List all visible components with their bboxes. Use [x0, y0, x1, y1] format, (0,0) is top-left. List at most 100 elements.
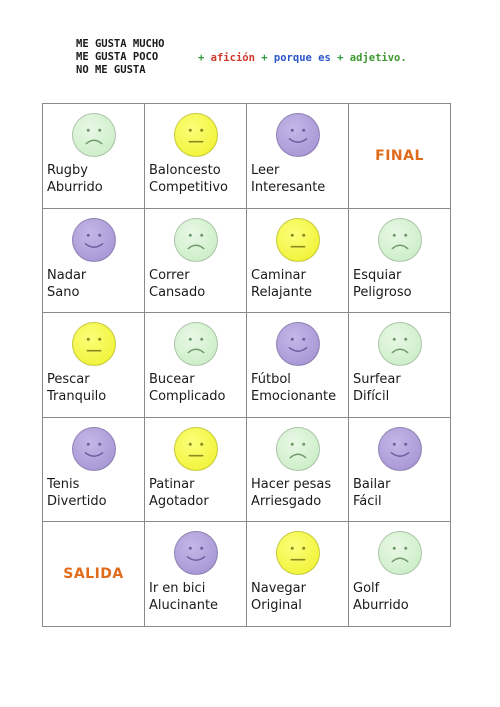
sad-face-icon	[71, 113, 116, 157]
cell-label: Hacer pesas Arriesgado	[251, 476, 331, 510]
adjective-text: Interesante	[251, 180, 326, 195]
cell-label: Patinar Agotador	[149, 476, 209, 510]
adjective-text: Complicado	[149, 389, 226, 405]
sad-face-icon	[173, 322, 218, 367]
cell-label: Nadar Sano	[47, 267, 86, 301]
board-cell: Fútbol Emocionante	[247, 313, 349, 418]
adjective-text: Emocionante	[251, 389, 337, 405]
happy-face-icon	[275, 113, 320, 157]
sentence-formula: + afición + porque es + adjetivo.	[198, 52, 407, 64]
board-cell: Nadar Sano	[43, 208, 145, 314]
activity-text: Nadar	[47, 267, 87, 283]
activity-text: Golf	[353, 581, 380, 597]
cell-label: Pescar Tranquilo	[47, 371, 106, 405]
plus-sign: +	[261, 52, 268, 64]
adjective-text: Arriesgado	[251, 493, 322, 509]
activity-text: Bailar	[353, 476, 391, 492]
activity-text: Rugby	[47, 163, 88, 178]
adjective-text: Fácil	[353, 493, 382, 509]
happy-face-icon	[71, 426, 116, 471]
happy-face-icon	[377, 426, 422, 471]
cell-label: Tenis Divertido	[47, 476, 107, 510]
legend-line-like-a-little: ME GUSTA POCO	[76, 51, 159, 63]
cell-label: Esquiar Peligroso	[353, 267, 412, 301]
cell-label: Baloncesto Competitivo	[149, 162, 228, 196]
game-board: Rugby Aburrido Baloncesto Competitivo Leer In…	[42, 103, 451, 627]
adjective-text: Divertido	[47, 493, 107, 509]
board-cell: Surfear Difícil	[349, 313, 451, 418]
cell-label: Golf Aburrido	[353, 580, 409, 614]
cell-label: Fútbol Emocionante	[251, 371, 336, 405]
cell-label: Leer Interesante	[251, 162, 325, 196]
cell-label: Correr Cansado	[149, 267, 205, 301]
adjective-text: Peligroso	[353, 284, 412, 300]
cell-label: Bucear Complicado	[149, 371, 226, 405]
activity-text: Leer	[251, 163, 280, 178]
cell-label: Surfear Difícil	[353, 371, 401, 405]
board-cell: Leer Interesante	[247, 104, 349, 209]
sad-face-icon	[173, 217, 218, 262]
plus-sign: +	[337, 52, 344, 64]
board-cell: Caminar Relajante	[247, 208, 349, 314]
activity-text: Surfear	[353, 372, 401, 388]
cell-label: Rugby Aburrido	[47, 162, 103, 196]
adjective-text: Difícil	[353, 389, 390, 405]
board-cell: Navegar Original	[247, 522, 349, 627]
legend-line-like-a-lot: ME GUSTA MUCHO	[76, 38, 165, 50]
activity-text: Caminar	[251, 267, 306, 283]
activity-text: Bucear	[149, 372, 195, 388]
sad-face-icon	[377, 322, 422, 367]
activity-text: Ir en bici	[149, 581, 206, 597]
neutral-face-icon	[71, 322, 116, 367]
board-cell: Bucear Complicado	[145, 313, 247, 418]
formula-because: porque es	[273, 52, 331, 64]
adjective-text: Competitivo	[149, 180, 229, 195]
cell-label: Navegar Original	[251, 580, 306, 614]
board-cell: Patinar Agotador	[145, 417, 247, 523]
board-cell: Bailar Fácil	[349, 417, 451, 523]
neutral-face-icon	[173, 113, 218, 157]
cell-label: Ir en bici Alucinante	[149, 580, 218, 614]
sad-face-icon	[377, 217, 422, 262]
adjective-text: Tranquilo	[47, 389, 107, 405]
plus-sign: +	[198, 52, 205, 64]
activity-text: Patinar	[149, 476, 195, 492]
adjective-text: Relajante	[251, 284, 312, 300]
sad-face-icon	[275, 426, 320, 471]
cell-label: Caminar Relajante	[251, 267, 312, 301]
adjective-text: Sano	[47, 284, 80, 300]
formula-adjective: adjetivo.	[349, 52, 407, 64]
cell-label: Bailar Fácil	[353, 476, 390, 510]
board-cell: Correr Cansado	[145, 208, 247, 314]
neutral-face-icon	[173, 426, 218, 471]
board-cell: Esquiar Peligroso	[349, 208, 451, 314]
adjective-text: Cansado	[149, 284, 206, 300]
activity-text: Baloncesto	[149, 163, 221, 178]
happy-face-icon	[275, 322, 320, 367]
neutral-face-icon	[275, 531, 320, 576]
adjective-text: Agotador	[149, 493, 209, 509]
board-cell: Baloncesto Competitivo	[145, 104, 247, 209]
activity-text: Tenis	[47, 476, 80, 492]
activity-text: Navegar	[251, 581, 306, 597]
adjective-text: Aburrido	[353, 598, 409, 614]
start-label: SALIDA	[63, 566, 124, 583]
formula-hobby: afición	[210, 52, 255, 64]
legend-line-dont-like: NO ME GUSTA	[76, 64, 146, 76]
activity-text: Fútbol	[251, 372, 291, 388]
board-cell: Tenis Divertido	[43, 417, 145, 523]
finish-label: FINAL	[375, 148, 424, 164]
activity-text: Hacer pesas	[251, 476, 332, 492]
adjective-text: Aburrido	[47, 180, 103, 195]
board-cell: Golf Aburrido	[349, 522, 451, 627]
activity-text: Correr	[149, 267, 190, 283]
happy-face-icon	[173, 531, 218, 576]
board-cell-salida: SALIDA	[43, 522, 145, 627]
board-cell: Rugby Aburrido	[43, 104, 145, 209]
adjective-text: Alucinante	[149, 598, 219, 614]
board-cell-final: FINAL	[349, 104, 451, 209]
sad-face-icon	[377, 531, 422, 576]
legend: ME GUSTA MUCHO ME GUSTA POCO NO ME GUSTA	[76, 38, 165, 77]
happy-face-icon	[71, 217, 116, 262]
neutral-face-icon	[275, 217, 320, 262]
